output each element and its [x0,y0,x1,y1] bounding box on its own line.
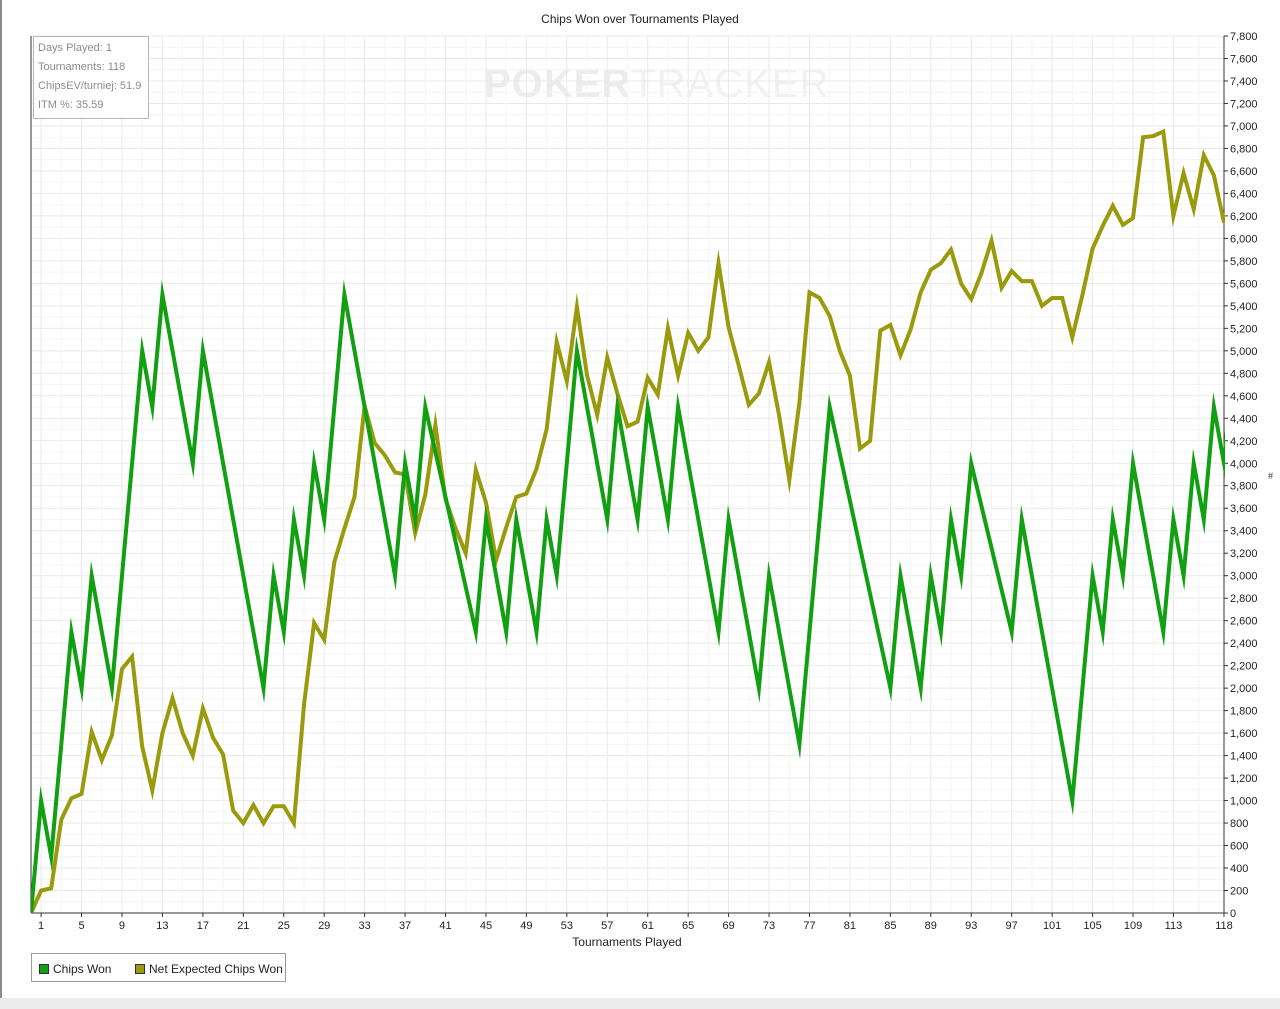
x-tick-label: 1 [38,920,44,932]
legend-swatch-net-expected [135,964,145,974]
y-tick-label: 6,000 [1230,233,1258,245]
y-tick-label: 6,600 [1230,166,1258,178]
legend-item-net-expected: Net Expected Chips Won [135,962,283,976]
x-tick-label: 105 [1083,920,1101,932]
x-tick-label: 81 [844,920,856,932]
y-tick-label: 2,600 [1230,616,1258,628]
y-tick-label: 4,800 [1230,368,1258,380]
window-left-border [0,0,2,1000]
y-tick-label: 5,000 [1230,346,1258,358]
x-tick-label: 53 [561,920,573,932]
stat-itm: ITM %: 35.59 [38,99,104,111]
stat-days-played: Days Played: 1 [38,42,112,54]
x-tick-label: 101 [1043,920,1061,932]
legend-label-net-expected: Net Expected Chips Won [149,962,283,976]
tick-labels: 0 200 400 600 800 1,000 1,200 1,400 1,600 1,800 2,… [38,31,1273,932]
x-tick-label: 118 [1215,920,1233,932]
x-tick-label: 77 [803,920,815,932]
y-tick-label: 7,600 [1230,53,1258,65]
x-tick-label: 85 [884,920,896,932]
y-tick-label: 2,000 [1230,683,1258,695]
x-tick-label: 5 [78,920,84,932]
x-tick-label: 93 [965,920,977,932]
y-tick-label: 400 [1230,863,1248,875]
series-lines [31,128,1225,914]
y-tick-label: 3,400 [1230,526,1258,538]
y-tick-label: 4,200 [1230,436,1258,448]
x-tick-label: 41 [439,920,451,932]
y-tick-label: 3,200 [1230,548,1258,560]
y-tick-label: 7,800 [1230,31,1258,43]
x-tick-label: 69 [722,920,734,932]
stat-tournaments: Tournaments: 118 [38,61,126,73]
y-tick-label: 4,400 [1230,413,1258,425]
legend-swatch-chips-won [39,964,49,974]
y-tick-label: 3,600 [1230,503,1258,515]
y-tick-label: 5,200 [1230,323,1258,335]
stats-summary-box: Days Played: 1 Tournaments: 118 ChipsEV/… [33,36,149,119]
legend-label-chips-won: Chips Won [53,962,112,976]
grid-lines [31,35,1225,914]
legend: Chips Won Net Expected Chips Won [31,953,286,982]
x-tick-label: 61 [642,920,654,932]
y-tick-label: 4,000 [1230,458,1258,470]
y-tick-label: 1,200 [1230,773,1258,785]
y-tick-label: 5,600 [1230,278,1258,290]
series-line-net-expected [31,128,1225,914]
y-tick-label: 5,800 [1230,256,1258,268]
chart-title: Chips Won over Tournaments Played [541,12,739,26]
legend-item-chips-won: Chips Won [39,962,111,976]
y-tick-label: 6,400 [1230,188,1258,200]
window-bottom-strip [0,998,1280,1009]
x-tick-label: 25 [278,920,290,932]
x-tick-label: 45 [480,920,492,932]
x-tick-label: 97 [1006,920,1018,932]
y-tick-label: 0 [1230,908,1236,920]
x-axis-label: Tournaments Played [572,935,682,949]
right-axis-glyph: # [1268,471,1273,481]
y-tick-label: 5,400 [1230,301,1258,313]
y-tick-label: 1,600 [1230,728,1258,740]
x-tick-label: 73 [763,920,775,932]
x-tick-label: 109 [1124,920,1142,932]
x-tick-label: 37 [399,920,411,932]
y-tick-label: 600 [1230,841,1248,853]
stat-chips-ev: ChipsEV/turniej: 51.9 [38,80,142,92]
x-tick-label: 17 [197,920,209,932]
x-tick-label: 57 [601,920,613,932]
y-tick-label: 7,400 [1230,76,1258,88]
y-tick-label: 4,600 [1230,391,1258,403]
y-tick-label: 6,200 [1230,211,1258,223]
y-tick-label: 7,200 [1230,98,1258,110]
y-tick-label: 1,000 [1230,796,1258,808]
x-tick-label: 9 [119,920,125,932]
x-tick-label: 49 [520,920,532,932]
x-tick-label: 33 [359,920,371,932]
y-tick-label: 1,800 [1230,706,1258,718]
x-tick-label: 29 [318,920,330,932]
x-tick-label: 21 [237,920,249,932]
y-tick-label: 3,800 [1230,481,1258,493]
x-tick-label: 13 [156,920,168,932]
x-tick-label: 113 [1165,920,1183,932]
y-tick-label: 2,200 [1230,661,1258,673]
y-tick-label: 1,400 [1230,751,1258,763]
y-tick-label: 7,000 [1230,121,1258,133]
x-tick-label: 65 [682,920,694,932]
y-tick-label: 2,400 [1230,638,1258,650]
y-tick-label: 6,800 [1230,143,1258,155]
y-tick-label: 2,800 [1230,593,1258,605]
x-tick-label: 89 [925,920,937,932]
y-tick-label: 3,000 [1230,571,1258,583]
series-line-chips-won [31,279,1225,914]
y-tick-label: 800 [1230,818,1248,830]
y-tick-label: 200 [1230,886,1248,898]
